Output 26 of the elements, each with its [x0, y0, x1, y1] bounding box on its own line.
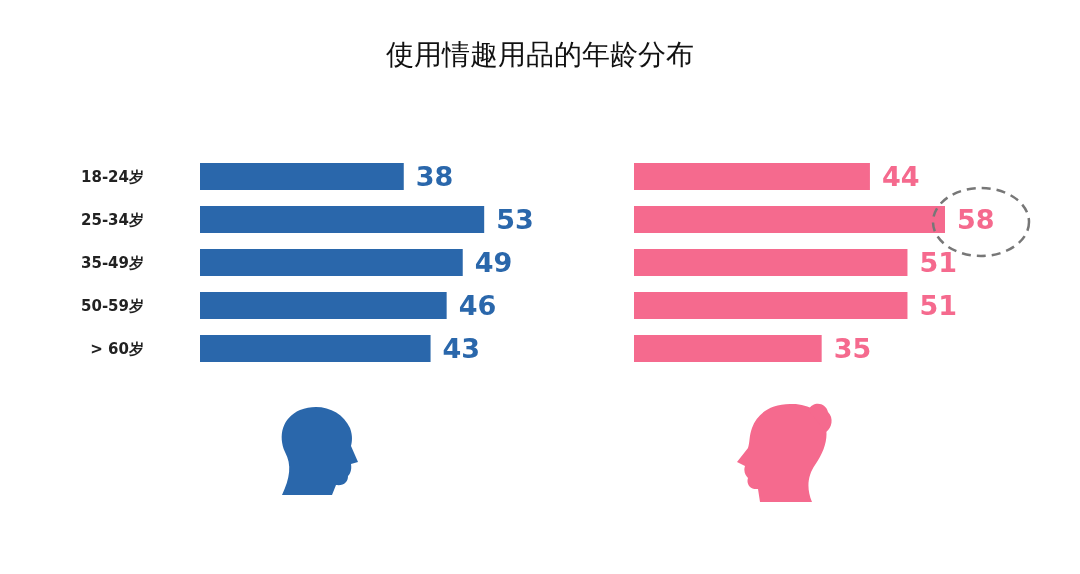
data-label: 35	[833, 333, 872, 365]
data-label: 49	[474, 247, 513, 279]
chart-title: 使用情趣用品的年龄分布	[385, 37, 695, 73]
data-label: 58	[957, 204, 995, 236]
bar	[634, 249, 908, 276]
data-label: 46	[458, 290, 497, 322]
data-label: 53	[496, 204, 534, 236]
data-label: 51	[919, 247, 958, 279]
y-tick-label: 35-49岁	[81, 253, 144, 272]
y-tick-label: 25-34岁	[81, 210, 144, 229]
bar	[200, 206, 485, 233]
bar	[634, 206, 945, 233]
y-tick-label: 18-24岁	[81, 167, 144, 186]
bar	[634, 335, 822, 362]
bar	[200, 163, 404, 190]
data-label: 38	[415, 161, 454, 193]
data-label: 51	[919, 290, 958, 322]
y-tick-label: 50-59岁	[81, 296, 144, 315]
bar	[634, 163, 870, 190]
data-label: 43	[442, 333, 481, 365]
y-tick-label: > 60岁	[90, 339, 144, 358]
bar	[200, 249, 463, 276]
bar	[634, 292, 908, 319]
bar	[200, 292, 447, 319]
data-label: 44	[881, 161, 920, 193]
bar	[200, 335, 431, 362]
